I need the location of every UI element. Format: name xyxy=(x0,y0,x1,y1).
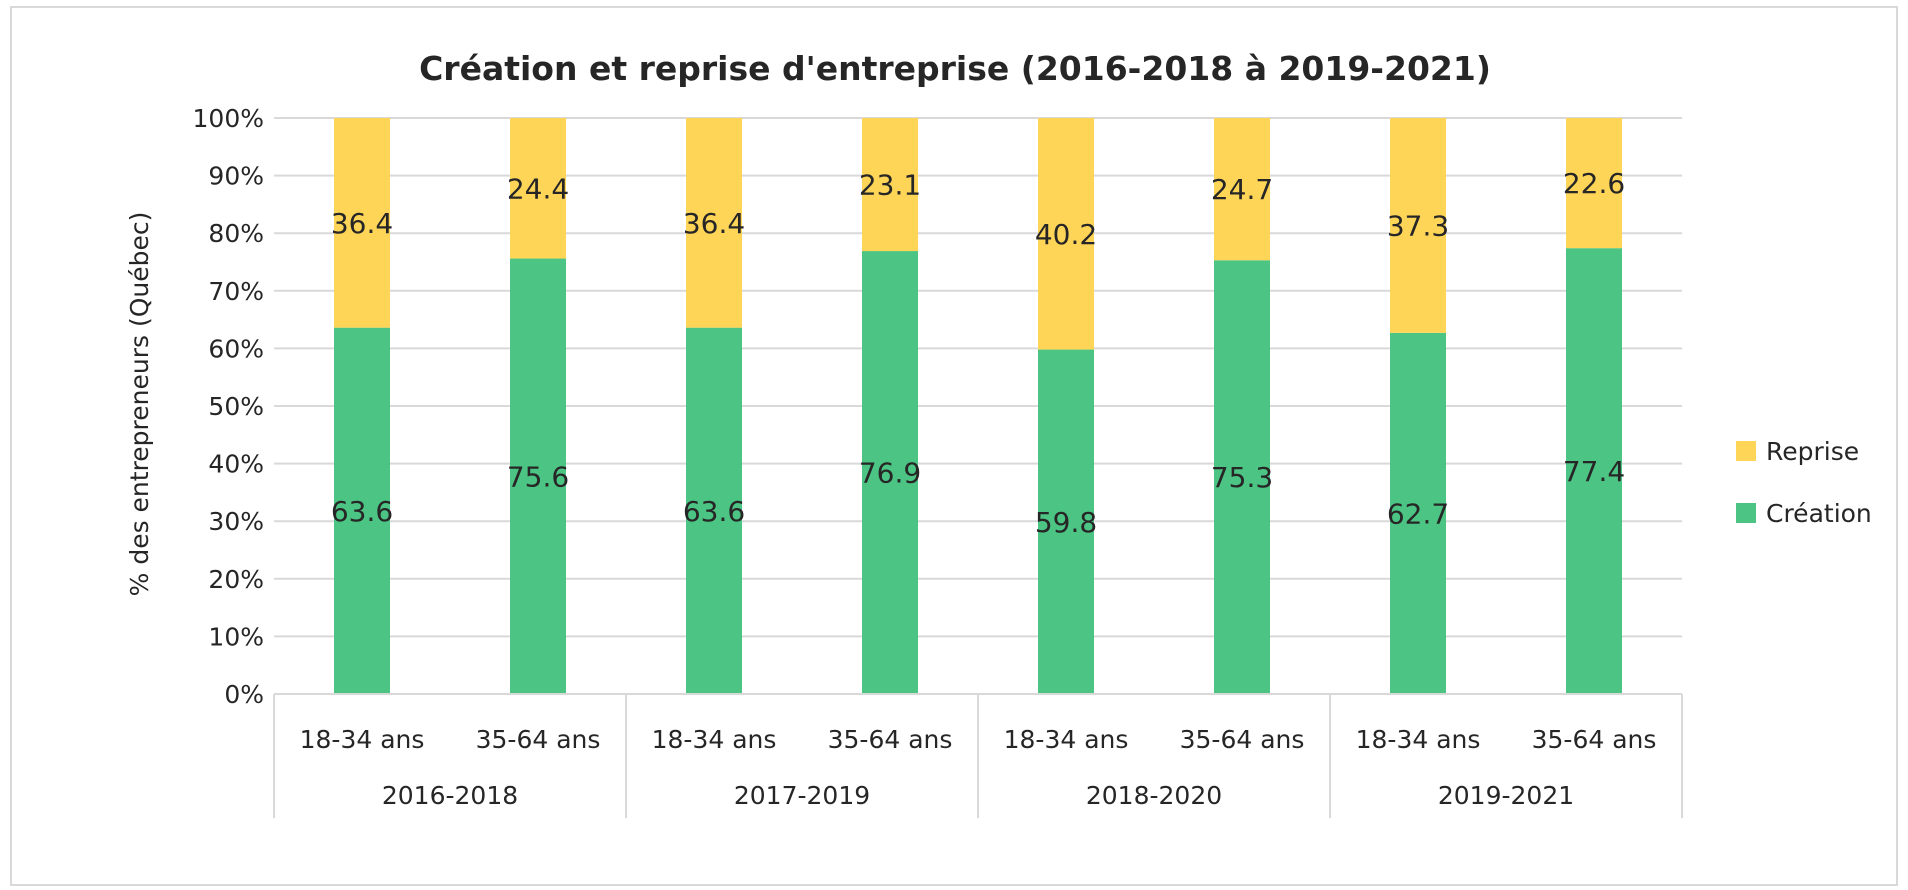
data-label: 76.9 xyxy=(859,457,921,490)
bar-reprise xyxy=(862,118,918,252)
bar-creation xyxy=(686,327,742,694)
bar-reprise xyxy=(334,118,390,328)
y-axis-label: % des entrepreneurs (Québec) xyxy=(125,212,154,597)
bar-reprise xyxy=(1566,118,1622,249)
y-tick-label: 70% xyxy=(208,277,264,306)
bar-reprise xyxy=(686,118,742,328)
data-label: 36.4 xyxy=(331,207,393,240)
bar-creation xyxy=(334,327,390,694)
x-category-label: 35-64 ans xyxy=(828,725,953,754)
x-group-label: 2017-2019 xyxy=(734,781,870,810)
bar-creation xyxy=(1214,260,1270,694)
bar-reprise xyxy=(1038,118,1094,350)
data-label: 77.4 xyxy=(1563,455,1625,488)
y-tick-label: 50% xyxy=(208,392,264,421)
legend-swatch-creation xyxy=(1736,503,1756,523)
bar-creation xyxy=(1390,332,1446,694)
chart-title: Création et reprise d'entreprise (2016-2… xyxy=(419,49,1491,88)
bar-reprise xyxy=(1214,118,1270,261)
data-label: 63.6 xyxy=(331,495,393,528)
data-labels: 63.6 36.4 75.6 24.4 63.6 36.4 76.9 23.1 59.8 40.2… xyxy=(331,167,1625,539)
bar-creation xyxy=(1038,349,1094,694)
legend: Reprise Création xyxy=(1736,437,1872,528)
bar-creation xyxy=(1566,248,1622,694)
legend-swatch-reprise xyxy=(1736,441,1756,461)
y-tick-label: 10% xyxy=(208,622,264,651)
data-label: 62.7 xyxy=(1387,497,1449,530)
bar-reprise xyxy=(1390,118,1446,333)
x-group-label: 2016-2018 xyxy=(382,781,518,810)
bar-reprise xyxy=(510,118,566,259)
x-category-label: 18-34 ans xyxy=(300,725,425,754)
legend-label: Création xyxy=(1766,499,1872,528)
y-tick-label: 20% xyxy=(208,565,264,594)
y-tick-label: 60% xyxy=(208,334,264,363)
y-tick-label: 0% xyxy=(224,680,264,709)
data-label: 36.4 xyxy=(683,207,745,240)
gridlines xyxy=(274,117,1682,695)
x-category-label: 18-34 ans xyxy=(1004,725,1129,754)
bar-creation xyxy=(510,258,566,694)
data-label: 37.3 xyxy=(1387,209,1449,242)
bars xyxy=(334,118,1622,694)
y-tick-label: 100% xyxy=(193,104,264,133)
legend-label: Reprise xyxy=(1766,437,1859,466)
y-tick-label: 40% xyxy=(208,450,264,479)
x-category-label: 35-64 ans xyxy=(1180,725,1305,754)
data-label: 75.3 xyxy=(1211,461,1273,494)
x-category-label: 35-64 ans xyxy=(476,725,601,754)
y-tick-label: 90% xyxy=(208,162,264,191)
data-label: 24.7 xyxy=(1211,173,1273,206)
data-label: 75.6 xyxy=(507,460,569,493)
x-category-label: 18-34 ans xyxy=(1356,725,1481,754)
x-category-label: 18-34 ans xyxy=(652,725,777,754)
data-label: 22.6 xyxy=(1563,167,1625,200)
data-label: 63.6 xyxy=(683,495,745,528)
y-axis-ticks: 0% 10% 20% 30% 40% 50% 60% 70% 80% 90% 100% xyxy=(193,104,264,709)
data-label: 23.1 xyxy=(859,169,921,202)
data-label: 59.8 xyxy=(1035,506,1097,539)
y-tick-label: 80% xyxy=(208,219,264,248)
x-category-label: 35-64 ans xyxy=(1532,725,1657,754)
x-axis: 18-34 ans 35-64 ans 2016-2018 18-34 ans 35-6… xyxy=(273,693,1683,818)
bar-creation xyxy=(862,251,918,694)
x-group-label: 2018-2020 xyxy=(1086,781,1222,810)
x-group-label: 2019-2021 xyxy=(1438,781,1574,810)
data-label: 24.4 xyxy=(507,172,569,205)
y-tick-label: 30% xyxy=(208,507,264,536)
data-label: 40.2 xyxy=(1035,218,1097,251)
